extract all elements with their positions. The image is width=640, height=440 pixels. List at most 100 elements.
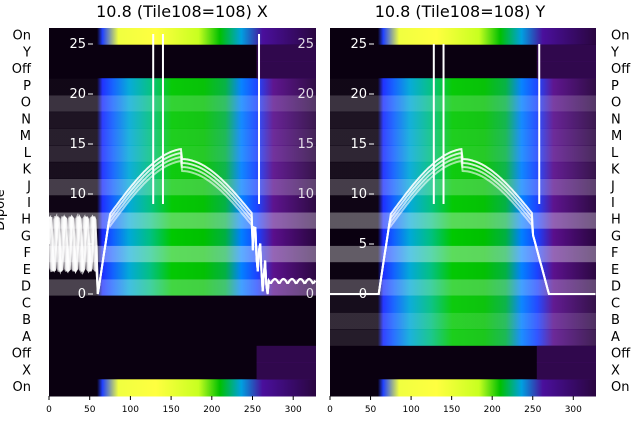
- panel-title: 10.8 (Tile108=108) X: [96, 2, 268, 21]
- heatmap-row-shoulder: [256, 362, 316, 380]
- heatmap-row-shoulder: [536, 362, 596, 380]
- x-tick-label: 100: [122, 405, 139, 415]
- row-label: On: [13, 29, 31, 44]
- row-label: P: [23, 79, 31, 94]
- x-axis-ticks: 0 50 100 150 200 250 300: [327, 396, 582, 415]
- row-label: Off: [611, 62, 631, 77]
- x-tick-label: 200: [484, 405, 501, 415]
- heatmap-row-l: [330, 145, 596, 163]
- heatmap-row-j: [330, 178, 596, 196]
- row-label: I: [27, 196, 31, 211]
- row-label: F: [24, 246, 31, 261]
- heatmap-row-f: [49, 245, 316, 263]
- heatmap-row-x: [330, 362, 596, 380]
- row-label: K: [22, 163, 31, 178]
- x-tick-label: 0: [327, 405, 333, 415]
- row-label: A: [22, 330, 31, 345]
- power-tick-label: 15: [350, 137, 367, 152]
- x-tick-label: 300: [565, 405, 582, 415]
- row-label: N: [21, 112, 31, 127]
- heatmap-row-on: [49, 28, 316, 46]
- x-tick-label: 150: [163, 405, 180, 415]
- power-tick-label: 20: [297, 87, 314, 102]
- power-tick-label: 10: [350, 187, 367, 202]
- row-label: O: [611, 96, 621, 111]
- row-label: A: [611, 330, 620, 345]
- heatmap-row-off: [330, 61, 596, 79]
- heatmap-row-shoulder: [256, 61, 316, 79]
- heatmap-row-e: [330, 262, 596, 280]
- heatmap-row-c: [330, 295, 596, 313]
- power-tick-label: 0: [78, 287, 86, 302]
- heatmap-row-l: [49, 145, 316, 163]
- heatmap-row-x: [49, 362, 316, 380]
- heatmap-row-j: [49, 178, 316, 196]
- heatmap-row-off: [49, 61, 316, 79]
- heatmap-row-a: [330, 329, 596, 347]
- heatmap-row-d: [49, 278, 316, 297]
- power-tick-label: 20: [350, 87, 367, 102]
- row-label: E: [23, 263, 31, 278]
- power-trace-line: [48, 159, 317, 295]
- heatmap-row-i: [49, 195, 316, 213]
- heatmap-x: [49, 28, 316, 397]
- row-label: L: [24, 146, 32, 161]
- y-axis-label: Dipole: [0, 189, 8, 230]
- row-label: C: [611, 296, 620, 311]
- x-tick-label: 100: [403, 405, 420, 415]
- heatmap-row-e: [49, 262, 316, 280]
- panel-x: 10.8 (Tile108=108) X Dipole OnYOffPONMLK…: [0, 2, 317, 415]
- heatmap-row-b: [330, 312, 596, 330]
- power-traces: [330, 44, 596, 295]
- row-label: J: [26, 179, 31, 194]
- row-label: C: [22, 296, 31, 311]
- heatmap-row-g: [330, 228, 596, 246]
- power-trace-line: [330, 159, 596, 295]
- heatmap-row-b: [49, 312, 316, 330]
- row-label: M: [611, 129, 622, 144]
- x-tick-label: 200: [203, 405, 220, 415]
- row-label: B: [22, 313, 31, 328]
- heatmap-row-shoulder: [536, 345, 596, 363]
- row-label: On: [611, 380, 629, 395]
- panel-y: 10.8 (Tile108=108) Y OnYOffPONMLKJIHGFED…: [327, 2, 631, 415]
- power-tick-label: 10: [69, 187, 86, 202]
- heatmap-row-d: [330, 278, 596, 297]
- heatmap-row-shoulder: [256, 44, 316, 62]
- row-label: On: [13, 380, 31, 395]
- x-tick-label: 300: [285, 405, 302, 415]
- row-label: L: [611, 146, 619, 161]
- x-tick-label: 150: [443, 405, 460, 415]
- heatmap-row-n: [49, 111, 316, 129]
- heatmap-row-y: [49, 44, 316, 62]
- heatmap-row-n: [330, 111, 596, 129]
- power-tick-label: 0: [306, 287, 314, 302]
- heatmap-row-a: [49, 329, 316, 347]
- heatmap-row-shoulder: [536, 61, 596, 79]
- row-label: H: [21, 213, 31, 228]
- row-label: J: [610, 179, 615, 194]
- heatmap-row-on: [330, 379, 596, 397]
- power-tick-label: 20: [69, 87, 86, 102]
- heatmap-row-g: [49, 228, 316, 246]
- heatmap-row-m: [330, 128, 596, 146]
- panel-title: 10.8 (Tile108=108) Y: [375, 2, 546, 21]
- heatmap-row-h: [330, 212, 596, 230]
- power-tick-label: 25: [350, 37, 367, 52]
- row-label: Y: [22, 45, 31, 60]
- row-label: X: [22, 363, 31, 378]
- row-label: Off: [611, 347, 631, 362]
- heatmap-row-off: [330, 345, 596, 363]
- heatmap-row-f: [330, 245, 596, 263]
- row-label: D: [21, 280, 31, 295]
- heatmap-row-m: [49, 128, 316, 146]
- row-label: Off: [12, 347, 32, 362]
- power-axis-ticks: 0 0 10 10 15 15 20 20 25 25: [69, 37, 314, 302]
- heatmap-row-shoulder: [536, 44, 596, 62]
- row-label: Y: [610, 45, 619, 60]
- row-label: K: [611, 163, 620, 178]
- heatmap-row-p: [49, 78, 316, 96]
- row-label: N: [611, 112, 621, 127]
- heatmap-row-o: [330, 94, 596, 113]
